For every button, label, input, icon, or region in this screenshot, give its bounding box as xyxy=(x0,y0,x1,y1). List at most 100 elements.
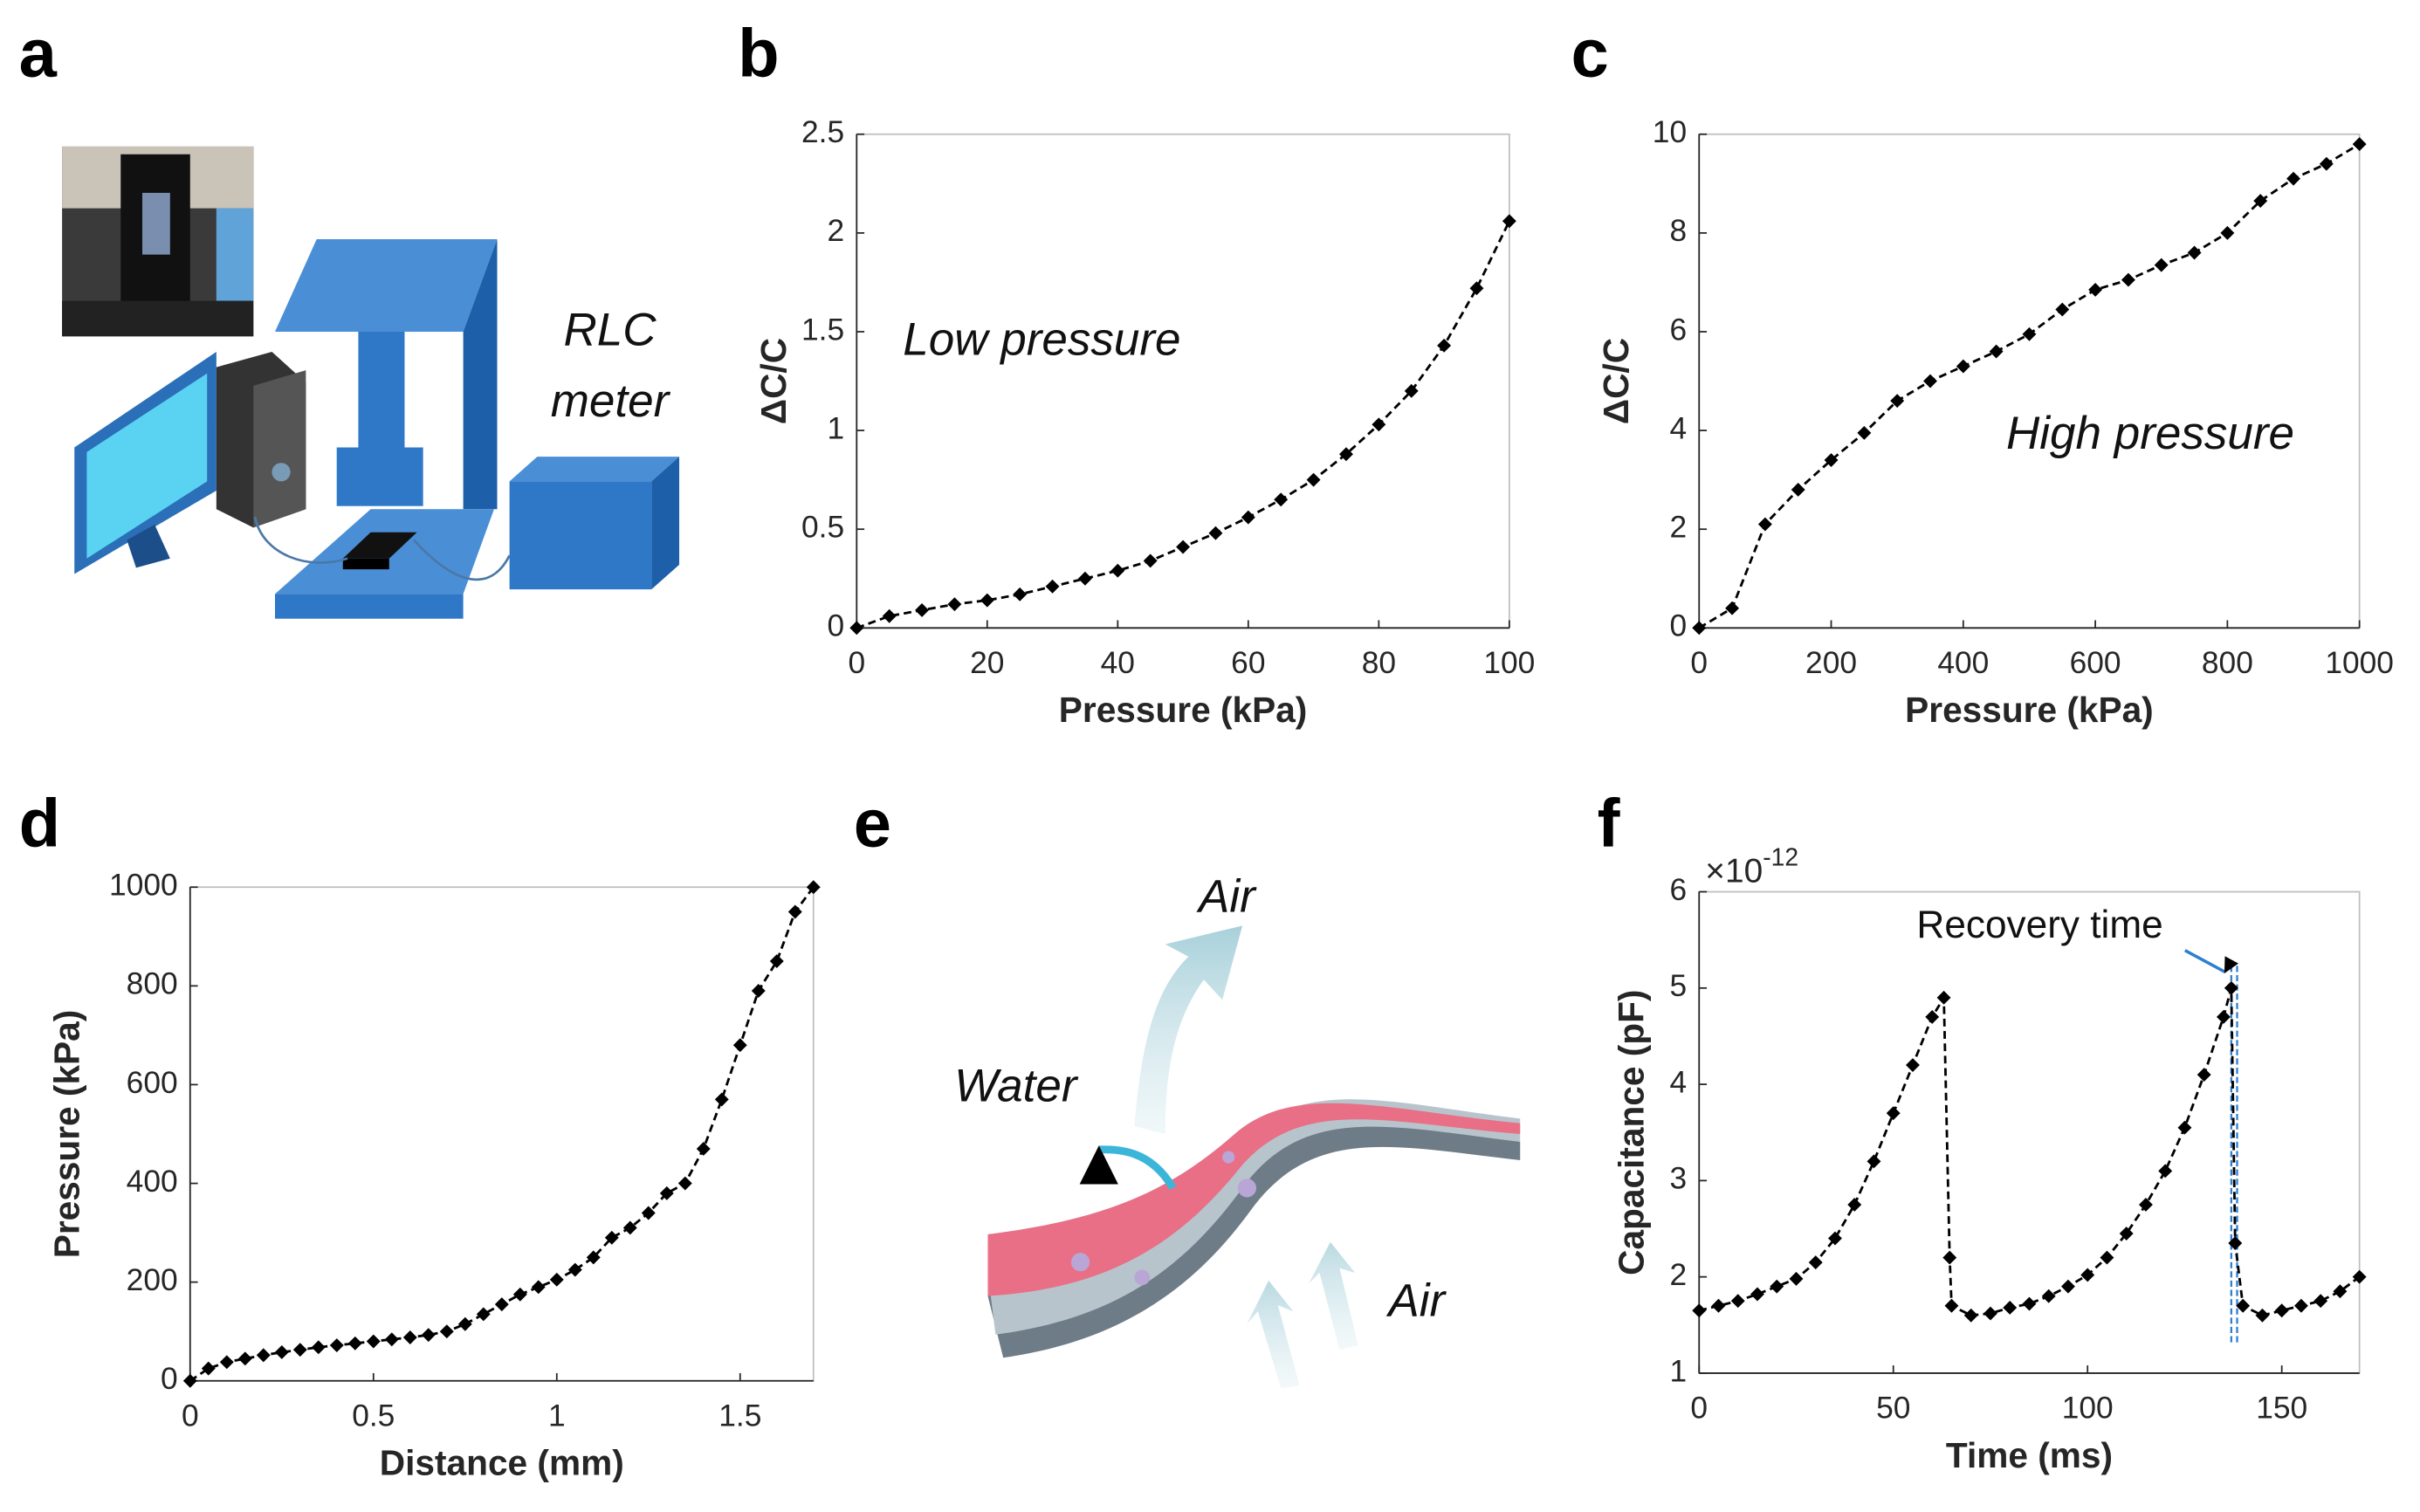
y-tick-label: 2.5 xyxy=(801,115,844,149)
data-point xyxy=(292,1343,307,1357)
panel-label: d xyxy=(19,787,60,862)
data-point xyxy=(2319,156,2334,171)
x-tick-label: 0 xyxy=(1690,1392,1708,1426)
data-point xyxy=(915,602,929,617)
y-tick-label: 0 xyxy=(161,1362,178,1396)
data-point xyxy=(2061,1279,2075,1294)
data-point xyxy=(622,1220,637,1235)
data-point xyxy=(1808,1255,1823,1270)
data-point xyxy=(384,1332,399,1347)
y-multiplier: ×10-12 xyxy=(1705,843,1798,890)
x-tick-label: 1.5 xyxy=(718,1399,761,1433)
data-point xyxy=(512,1287,527,1302)
panel-label: f xyxy=(1598,787,1621,862)
data-point xyxy=(1469,281,1484,296)
data-point xyxy=(439,1324,454,1339)
data-point xyxy=(2286,171,2300,186)
data-point xyxy=(586,1250,601,1265)
y-tick-label: 6 xyxy=(1669,873,1687,907)
x-axis-label: Pressure (kPa) xyxy=(1059,690,1308,730)
data-point xyxy=(1757,517,1772,532)
data-point xyxy=(1936,990,1951,1005)
data-point xyxy=(1942,1250,1957,1265)
data-point xyxy=(1963,1308,1978,1323)
data-point xyxy=(947,597,962,612)
data-point xyxy=(1956,359,1970,374)
data-point xyxy=(2224,980,2238,995)
data-point xyxy=(732,1038,747,1053)
data-point xyxy=(549,1272,564,1287)
data-point xyxy=(980,593,994,608)
data-point xyxy=(1824,453,1839,467)
y-tick-label: 2 xyxy=(1669,1258,1687,1292)
data-point xyxy=(1404,383,1419,398)
y-tick-label: 1 xyxy=(827,411,844,445)
x-tick-label: 800 xyxy=(2202,646,2253,680)
y-tick-label: 2 xyxy=(827,214,844,248)
y-tick-label: 1.5 xyxy=(801,313,844,347)
data-point xyxy=(2177,1120,2192,1135)
data-point xyxy=(659,1186,674,1200)
x-tick-label: 0 xyxy=(182,1399,199,1433)
y-tick-label: 800 xyxy=(127,967,178,1001)
x-axis-label: Distance (mm) xyxy=(380,1443,624,1483)
data-point xyxy=(2333,1284,2348,1299)
y-tick-label: 400 xyxy=(127,1165,178,1199)
data-point xyxy=(201,1361,216,1376)
data-point xyxy=(1372,417,1386,432)
y-tick-label: 1000 xyxy=(109,869,178,903)
annotation: High pressure xyxy=(2006,408,2294,459)
data-point xyxy=(2228,1236,2243,1251)
annotation: Low pressure xyxy=(903,313,1180,365)
y-tick-label: 10 xyxy=(1653,115,1687,149)
y-tick-label: 3 xyxy=(1669,1162,1687,1196)
data-point xyxy=(2080,1268,2095,1282)
data-point xyxy=(2154,258,2169,272)
plot-frame xyxy=(1698,133,2361,629)
data-point xyxy=(256,1348,271,1363)
data-point xyxy=(1274,492,1289,507)
data-point xyxy=(2274,1303,2289,1318)
y-tick-label: 4 xyxy=(1669,411,1687,445)
y-tick-label: 5 xyxy=(1669,969,1687,1003)
data-point xyxy=(1502,214,1516,229)
data-point xyxy=(2220,225,2235,240)
data-point xyxy=(182,1373,197,1388)
data-point xyxy=(2041,1289,2056,1303)
data-point xyxy=(641,1206,656,1220)
data-point xyxy=(714,1092,729,1107)
data-point xyxy=(567,1262,582,1277)
data-point xyxy=(402,1330,417,1344)
membrane-illustration xyxy=(987,925,1521,1389)
panel-label: b xyxy=(738,17,780,92)
data-point xyxy=(1750,1287,1764,1302)
data-point xyxy=(2293,1298,2308,1313)
panel-label: e xyxy=(854,787,891,862)
flow-label: Water xyxy=(954,1061,1079,1112)
instrument-label: meter xyxy=(551,375,671,427)
data-point xyxy=(219,1355,234,1370)
data-point xyxy=(2022,1296,2037,1311)
data-point xyxy=(1789,1271,1804,1286)
data-point xyxy=(1989,344,2004,359)
panel-label: a xyxy=(19,17,58,92)
data-point xyxy=(366,1334,381,1349)
data-point xyxy=(1208,526,1223,540)
y-axis-label: ΔC/C xyxy=(753,338,794,424)
data-point xyxy=(2352,137,2367,152)
data-point xyxy=(2100,1250,2114,1265)
data-point xyxy=(1867,1154,1881,1169)
data-point xyxy=(604,1230,619,1245)
data-point xyxy=(1770,1279,1784,1294)
data-point xyxy=(1730,1294,1745,1309)
data-point xyxy=(787,904,802,919)
data-line xyxy=(1698,987,2361,1317)
data-point xyxy=(1828,1231,1842,1246)
data-point xyxy=(1013,587,1028,601)
data-point xyxy=(1692,1303,1707,1318)
x-tick-label: 40 xyxy=(1101,646,1135,680)
y-axis-label: Capacitance (pF) xyxy=(1612,990,1652,1275)
data-point xyxy=(494,1297,509,1312)
y-tick-label: 600 xyxy=(127,1066,178,1100)
